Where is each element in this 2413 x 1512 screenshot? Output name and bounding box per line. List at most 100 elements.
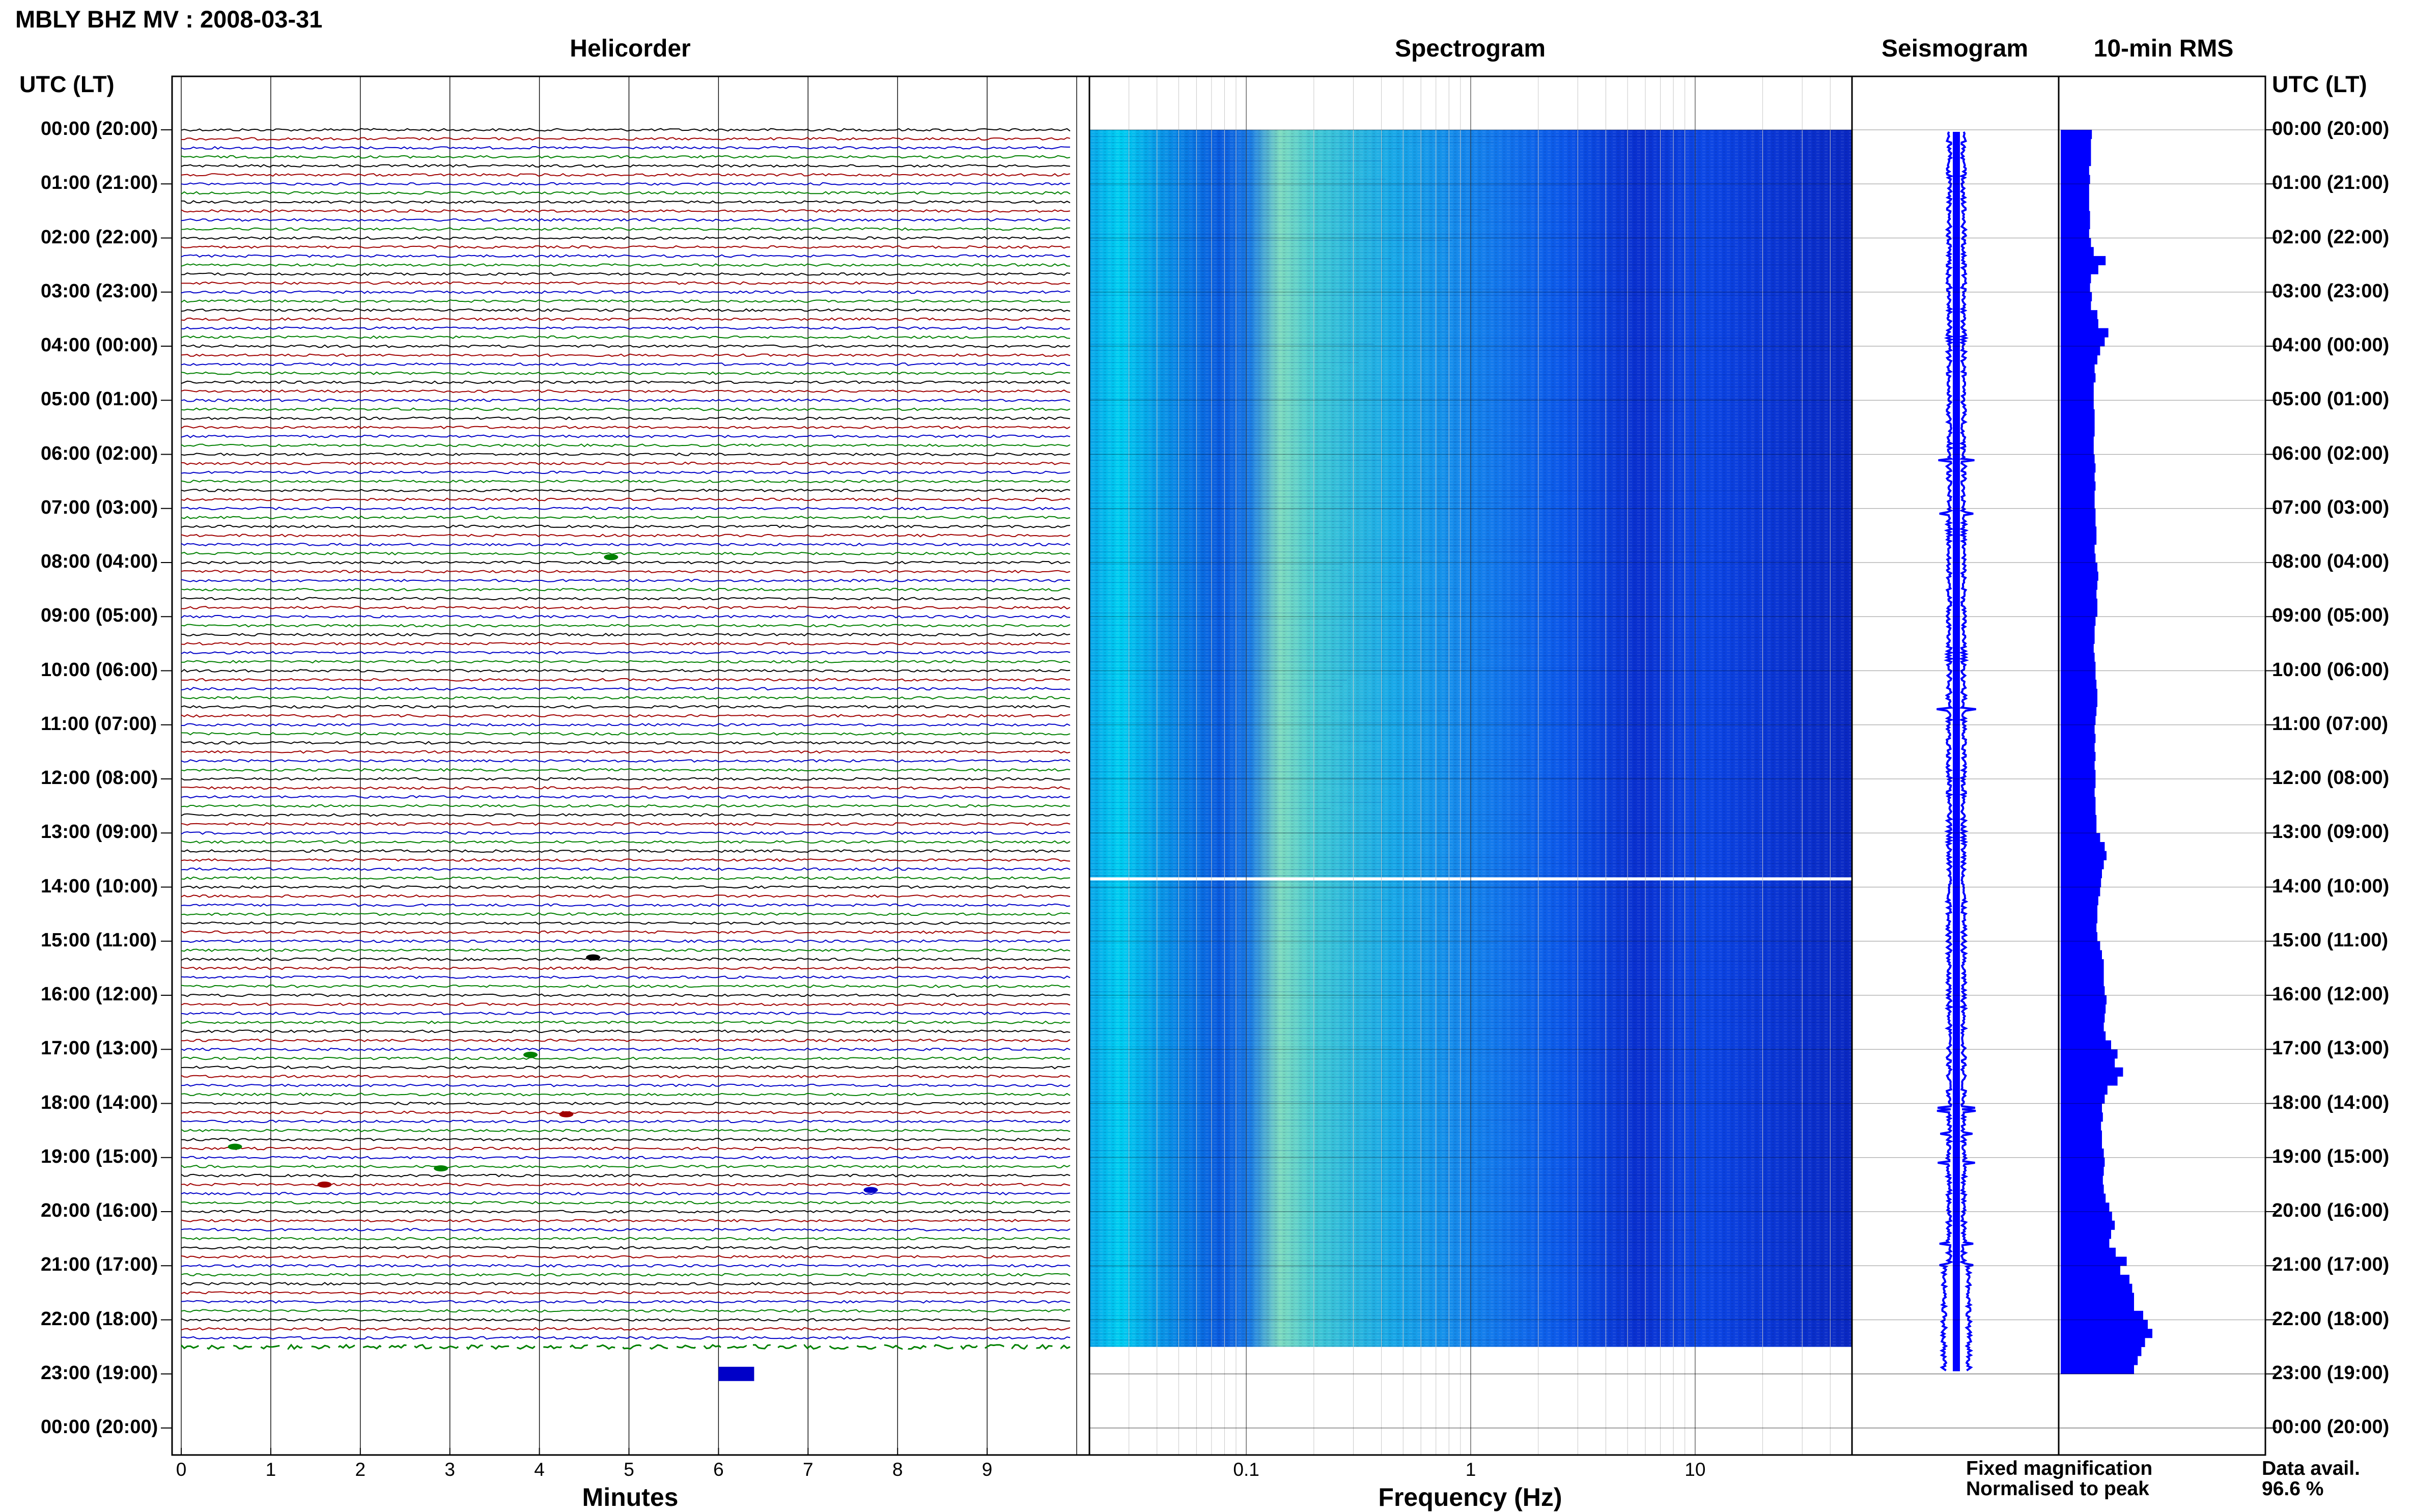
helicorder-trace xyxy=(181,1246,1071,1250)
spectrogram-streak xyxy=(1089,221,1797,222)
spectrogram-streak xyxy=(1089,289,1681,290)
rms-bar xyxy=(2061,815,2097,824)
rms-bar xyxy=(2061,319,2098,328)
time-label-right: 20:00 (16:00) xyxy=(2272,1200,2390,1221)
spectrogram-streak xyxy=(1089,313,1815,314)
spectrogram-streak xyxy=(1089,1346,1560,1347)
spectrogram-streak xyxy=(1089,790,1324,791)
spectrogram-streak xyxy=(1089,796,1542,797)
spectrogram-streak xyxy=(1089,594,1800,595)
spectrogram-streak xyxy=(1089,539,1544,540)
time-label-right: 00:00 (20:00) xyxy=(2272,1416,2390,1438)
helicorder-trace xyxy=(181,1237,1071,1241)
spectrogram-streak xyxy=(1089,307,1611,308)
spectrogram-streak xyxy=(1089,240,1452,241)
rms-bar xyxy=(2061,165,2089,175)
rms-bar xyxy=(2061,968,2104,977)
spectrogram-streak xyxy=(1089,582,1401,583)
time-label-right: 03:00 (23:00) xyxy=(2272,280,2390,302)
helicorder-trace xyxy=(181,182,1071,186)
time-label-left: 00:00 (20:00) xyxy=(41,1416,158,1438)
spectrogram-streak xyxy=(1089,1291,1552,1292)
rms-bar xyxy=(2061,887,2100,897)
helicorder-trace xyxy=(181,1282,1071,1286)
rms-bar xyxy=(2061,238,2091,247)
helicorder-trace xyxy=(181,534,1071,538)
rms-bar xyxy=(2061,995,2107,1005)
spectrogram-streak xyxy=(1089,252,1452,253)
spectrogram-streak xyxy=(1089,722,1763,723)
helicorder-tick-label: 9 xyxy=(981,1459,993,1480)
spectrogram-streak xyxy=(1089,350,1836,351)
spectrogram-streak xyxy=(1089,283,1491,284)
spectrogram-streak xyxy=(1089,930,1500,931)
rms-bar xyxy=(2061,932,2097,942)
rms-bar xyxy=(2061,842,2105,852)
spectrogram-streak xyxy=(1089,325,1548,326)
rms-bar xyxy=(2061,1130,2102,1140)
time-label-left: 18:00 (14:00) xyxy=(41,1091,158,1113)
rms-bar xyxy=(2061,1112,2103,1122)
spectrogram-streak xyxy=(1089,777,1687,778)
helicorder-trace xyxy=(181,624,1071,628)
helicorder-trace xyxy=(181,317,1071,321)
rms-bar xyxy=(2061,1365,2134,1375)
helicorder-trace xyxy=(181,858,1071,862)
spectrogram-streak xyxy=(1089,1107,1522,1108)
rms-bar xyxy=(2061,346,2100,356)
helicorder-tick-label: 3 xyxy=(444,1459,455,1480)
station-title: MBLY BHZ MV : 2008-03-31 xyxy=(15,6,323,33)
helicorder-event xyxy=(559,1111,574,1117)
time-label-left: 03:00 (23:00) xyxy=(41,280,158,302)
rms-bar xyxy=(2061,1337,2145,1348)
spectrogram-streak xyxy=(1089,1260,1385,1261)
helicorder-trace xyxy=(181,606,1071,610)
helicorder-trace xyxy=(181,524,1071,528)
spectrogram-streak xyxy=(1089,1229,1696,1230)
spectrogram-streak xyxy=(1089,838,1616,839)
helicorder-tick-label: 2 xyxy=(355,1459,366,1480)
spectrogram-streak xyxy=(1089,1113,1361,1114)
spectrogram-streak xyxy=(1089,234,1629,235)
time-label-left: 16:00 (12:00) xyxy=(41,984,158,1005)
rms-bar xyxy=(2061,860,2104,870)
spectrogram-streak xyxy=(1089,228,1444,229)
spectrogram-streak xyxy=(1089,1333,1414,1334)
helicorder-trace xyxy=(181,579,1071,582)
spectrogram-streak xyxy=(1089,154,1362,155)
helicorder-trace xyxy=(181,1318,1071,1322)
spectrogram-streak xyxy=(1089,411,1685,412)
spectrogram-streak xyxy=(1089,973,1614,974)
spectrogram-streak xyxy=(1089,1083,1714,1084)
spectrogram-streak xyxy=(1089,1162,1476,1163)
rms-bar xyxy=(2061,1149,2104,1158)
rms-bar xyxy=(2061,1094,2105,1104)
helicorder-trace xyxy=(181,137,1071,141)
time-label-left: 02:00 (22:00) xyxy=(41,226,158,248)
spectrogram-streak xyxy=(1089,1181,1491,1182)
helicorder-trace xyxy=(181,1255,1071,1259)
helicorder-event xyxy=(604,554,619,561)
time-label-left: 01:00 (21:00) xyxy=(41,172,158,194)
helicorder-trace xyxy=(181,597,1071,601)
helicorder-trace xyxy=(181,1336,1071,1340)
helicorder-trace xyxy=(181,840,1071,844)
rms-bar xyxy=(2061,625,2095,635)
spectrogram-streak xyxy=(1089,1327,1836,1328)
spectrogram-xlabel: Frequency (Hz) xyxy=(1378,1483,1562,1511)
helicorder-trace xyxy=(181,993,1071,997)
helicorder-trace xyxy=(181,200,1071,204)
rms-bar xyxy=(2061,490,2095,500)
rms-bar xyxy=(2061,553,2096,563)
spectrogram-streak xyxy=(1089,1315,1662,1316)
spectrogram-streak xyxy=(1089,136,1696,137)
spectrogram-streak xyxy=(1089,667,1611,668)
spectrogram-streak xyxy=(1089,802,1384,803)
spectrogram-streak xyxy=(1089,399,1766,400)
helicorder-trace xyxy=(181,849,1071,853)
seismogram-trace xyxy=(1958,131,1976,1371)
rms-bar xyxy=(2061,905,2097,915)
time-label-right: 07:00 (03:00) xyxy=(2272,496,2390,518)
spectrogram-streak xyxy=(1089,1095,1569,1096)
helicorder-trace xyxy=(181,245,1070,249)
